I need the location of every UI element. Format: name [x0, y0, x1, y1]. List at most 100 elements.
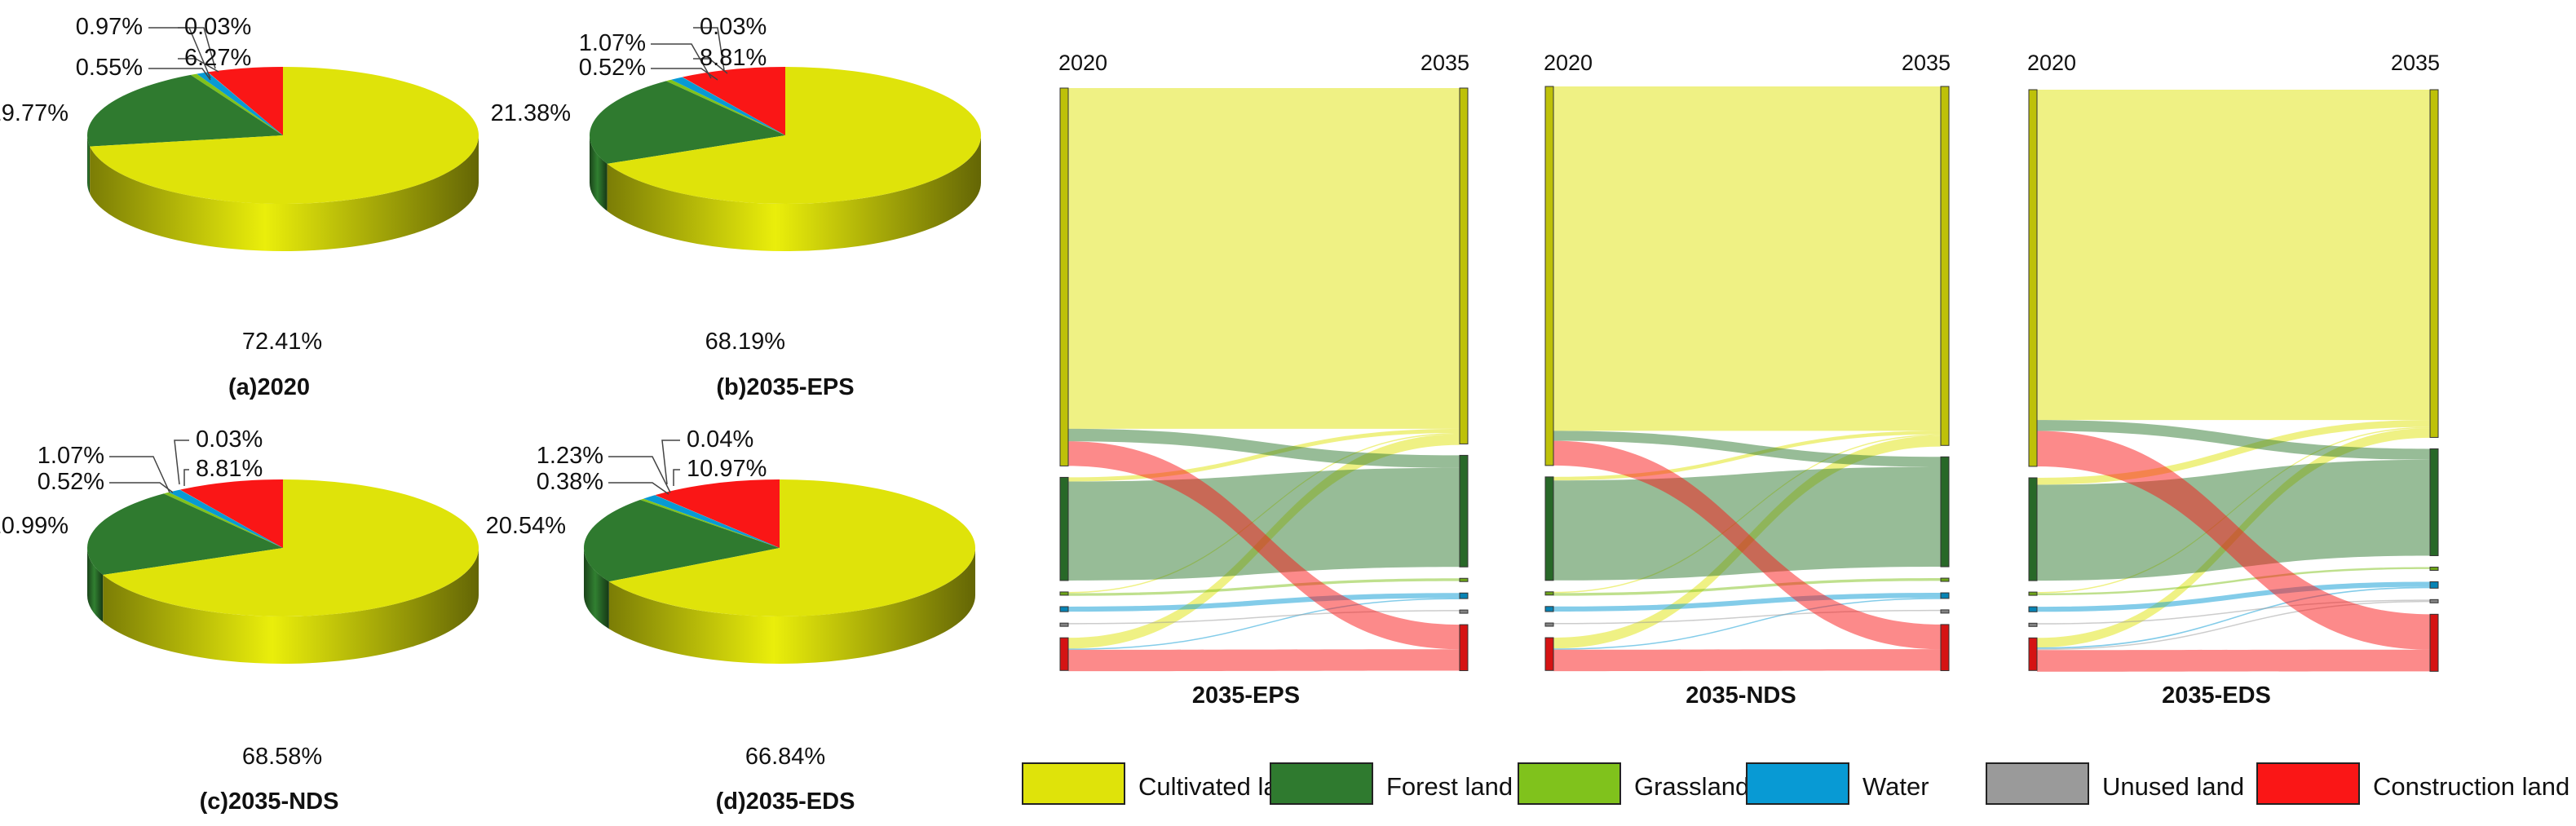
pie-slice-construction-land [655, 479, 780, 548]
sankey-node-2035 [1940, 86, 1950, 446]
sankey-node-2035 [1459, 592, 1469, 599]
pie-chart: 68.58% 20.99% 0.52%1.07% 0.03% 8.81% (c)2035-… [0, 426, 479, 815]
pie-slice-forest-land [584, 500, 780, 582]
pie-percent-label: 8.81% [700, 45, 767, 71]
sankey-node-2020 [1059, 606, 1069, 612]
sankey-flow [1553, 649, 1941, 672]
pie-percent-label: 20.54% [486, 513, 566, 539]
sankey-left-label: 2020 [1058, 51, 1107, 75]
sankey-node-2020 [1544, 622, 1554, 627]
sankey-node-2035 [1459, 87, 1469, 444]
sankey-left-label: 2020 [2027, 51, 2076, 75]
sankey-node-2020 [1059, 476, 1069, 581]
pie-side-forest-land [584, 548, 609, 629]
pie-leader-line [661, 440, 680, 485]
sankey-flow [2037, 599, 2430, 625]
pie-chart: 68.19% 21.38% 0.52%1.07% 0.03% 8.81% (b)2035-… [491, 14, 981, 400]
sankey-node-2035 [2429, 581, 2439, 589]
sankey-node-2035 [2429, 613, 2439, 672]
pie-percent-label: 68.58% [242, 744, 322, 770]
sankey-chart: 2020 2035 2035-EPS [1058, 51, 1469, 709]
pie-slice-unused-land [682, 77, 785, 135]
pie-title: (d)2035-EDS [716, 788, 855, 815]
pie-slice-unused-land [654, 495, 780, 548]
pie-slice-construction-land [179, 479, 283, 548]
pie-percent-label: 68.19% [705, 329, 785, 355]
legend-item: Forest land [1270, 762, 1513, 805]
sankey-flow [1068, 441, 1460, 650]
pie-percent-label: 6.27% [184, 45, 251, 71]
sankey-node-2020 [1059, 637, 1069, 671]
pie-slice-cultivated-land [607, 67, 981, 204]
pie-title: (a)2020 [228, 374, 310, 400]
sankey-node-2035 [1459, 624, 1469, 671]
pie-slice-water [197, 72, 283, 135]
sankey-node-2035 [1940, 609, 1950, 614]
legend-label: Water [1862, 772, 1929, 801]
pie-leader-line [651, 68, 718, 81]
pie-percent-label: 0.52% [38, 469, 104, 495]
sankey-charts: 2020 2035 2035-EPS 2020 2035 2035-NDS 2020 2035… [1058, 51, 2440, 709]
pie-leader-line [608, 482, 669, 495]
pie-slice-water [671, 77, 785, 135]
pie-slice-cultivated-land [90, 67, 479, 205]
pie-percent-label: 10.97% [687, 456, 767, 482]
sankey-node-2020 [2028, 622, 2038, 627]
pie-leader-line [174, 440, 189, 485]
sankey-title: 2035-EDS [2162, 682, 2271, 709]
legend: Cultivated land Forest land Grassland Wa… [1022, 762, 2569, 805]
pie-slice-grassland [665, 79, 785, 135]
pie-percent-label: 1.07% [579, 30, 646, 56]
pie-slice-cultivated-land [608, 479, 975, 616]
sankey-flow [1553, 578, 1941, 596]
pie-title: (b)2035-EPS [716, 374, 854, 400]
pie-slice-forest-land [87, 493, 283, 575]
pie-leader-line [178, 58, 219, 73]
sankey-node-2020 [2028, 477, 2038, 581]
pie-slice-cultivated-land [103, 479, 479, 616]
pie-leader-line [183, 469, 189, 486]
legend-item: Water [1746, 762, 1929, 805]
sankey-flow [1553, 466, 1941, 581]
pie-percent-label: 72.41% [242, 329, 322, 355]
pie-slice-water [169, 489, 283, 548]
pie-percent-label: 1.23% [537, 443, 603, 469]
sankey-node-2020 [1544, 637, 1554, 671]
sankey-flow [1068, 578, 1460, 596]
sankey-node-2020 [1059, 622, 1069, 627]
legend-item: Grassland [1518, 762, 1749, 805]
pie-leader-line [693, 58, 728, 74]
sankey-chart: 2020 2035 2035-EDS [2027, 51, 2440, 709]
sankey-flow [1553, 431, 1941, 481]
sankey-node-2020 [2028, 591, 2038, 596]
sankey-node-2035 [1459, 577, 1469, 582]
pie-side-cultivated-land [90, 135, 479, 252]
sankey-flow [1553, 86, 1941, 431]
sankey-flow [1553, 593, 1941, 612]
sankey-flow [1553, 440, 1941, 650]
legend-item: Construction land [2256, 762, 2569, 805]
sankey-node-2020 [1544, 591, 1554, 596]
pie-percent-label: 66.84% [745, 744, 825, 770]
sankey-flow [2037, 567, 2430, 596]
sankey-node-2020 [2028, 89, 2038, 467]
sankey-node-2020 [2028, 637, 2038, 671]
pie-leader-line [693, 27, 725, 71]
legend-label: Forest land [1386, 772, 1513, 801]
pie-percent-label: 0.38% [537, 469, 603, 495]
pie-percent-label: 8.81% [196, 456, 263, 482]
pie-percent-label: 0.03% [184, 14, 251, 40]
pie-leader-line [178, 27, 216, 69]
legend-swatch [1518, 762, 1621, 805]
pie-slice-grassland [190, 73, 283, 135]
legend-label: Grassland [1634, 772, 1749, 801]
pie-side-forest-land [87, 135, 91, 194]
sankey-right-label: 2035 [1421, 51, 1469, 75]
pie-percent-label: 0.52% [579, 55, 646, 81]
sankey-left-label: 2020 [1544, 51, 1593, 75]
sankey-chart: 2020 2035 2035-NDS [1544, 51, 1951, 709]
sankey-right-label: 2035 [2391, 51, 2440, 75]
sankey-flow [2037, 600, 2430, 651]
legend-swatch [1986, 762, 2089, 805]
pie-slice-construction-land [682, 67, 785, 135]
